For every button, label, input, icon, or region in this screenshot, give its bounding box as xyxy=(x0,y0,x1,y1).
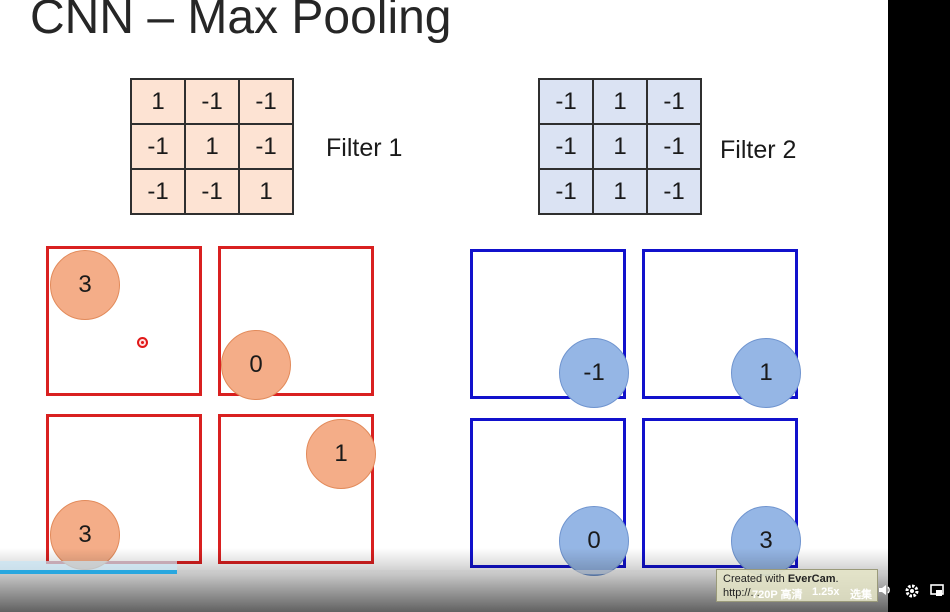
quality-button[interactable]: 720P 高清 xyxy=(752,589,803,601)
filter2-cell: -1 xyxy=(646,123,702,170)
fullscreen-icon[interactable] xyxy=(930,583,944,601)
filter1-cell: -1 xyxy=(130,123,186,170)
slide-title: CNN – Max Pooling xyxy=(30,0,452,44)
pool1-region xyxy=(46,246,202,396)
progress-bar[interactable] xyxy=(0,561,888,574)
filter2-cell: 1 xyxy=(592,123,648,170)
filter2-cell: -1 xyxy=(646,168,702,215)
filter2-cell: 1 xyxy=(592,168,648,215)
laser-pointer-icon xyxy=(137,337,148,348)
filter2-cell: -1 xyxy=(538,123,594,170)
filter2-matrix: -1 1 -1 -1 1 -1 -1 1 -1 xyxy=(538,78,702,215)
filter1-cell: -1 xyxy=(184,78,240,125)
speed-button[interactable]: 1.25x xyxy=(812,586,840,598)
watermark-prefix: Created with xyxy=(723,573,788,585)
filter1-matrix: 1 -1 -1 -1 1 -1 -1 -1 1 xyxy=(130,78,294,215)
pool2-value: -1 xyxy=(559,338,629,408)
filter1-label: Filter 1 xyxy=(326,134,403,162)
filter1-cell: 1 xyxy=(184,123,240,170)
pool1-region xyxy=(218,246,374,396)
black-sidebar xyxy=(888,0,950,612)
filter1-cell: 1 xyxy=(130,78,186,125)
filter2-label: Filter 2 xyxy=(720,136,797,164)
pool1-value: 1 xyxy=(306,419,376,489)
slide: CNN – Max Pooling 1 -1 -1 -1 1 -1 -1 -1 … xyxy=(30,0,801,576)
pool1-value: 3 xyxy=(50,250,120,320)
filter1-cell: 1 xyxy=(238,168,294,215)
watermark-brand: EverCam xyxy=(787,573,836,585)
evercam-watermark: Created with EverCam. http://... xyxy=(716,569,878,602)
pool1-value: 0 xyxy=(221,330,291,400)
filter1-cell: -1 xyxy=(130,168,186,215)
filter1-cell: -1 xyxy=(238,78,294,125)
volume-icon[interactable] xyxy=(878,583,892,601)
episode-button[interactable]: 选集 xyxy=(850,589,872,601)
filter2-cell: -1 xyxy=(538,168,594,215)
pool2-region xyxy=(642,249,798,399)
watermark-url: http://... xyxy=(723,587,760,599)
filter2-cell: 1 xyxy=(592,78,648,125)
pool2-region xyxy=(470,249,626,399)
pool2-value: 1 xyxy=(731,338,801,408)
progress-fill xyxy=(0,570,177,574)
filter1-cell: -1 xyxy=(184,168,240,215)
progress-buffer xyxy=(0,561,177,570)
settings-icon[interactable] xyxy=(904,583,920,603)
filter1-cell: -1 xyxy=(238,123,294,170)
filter2-cell: -1 xyxy=(538,78,594,125)
filter2-cell: -1 xyxy=(646,78,702,125)
